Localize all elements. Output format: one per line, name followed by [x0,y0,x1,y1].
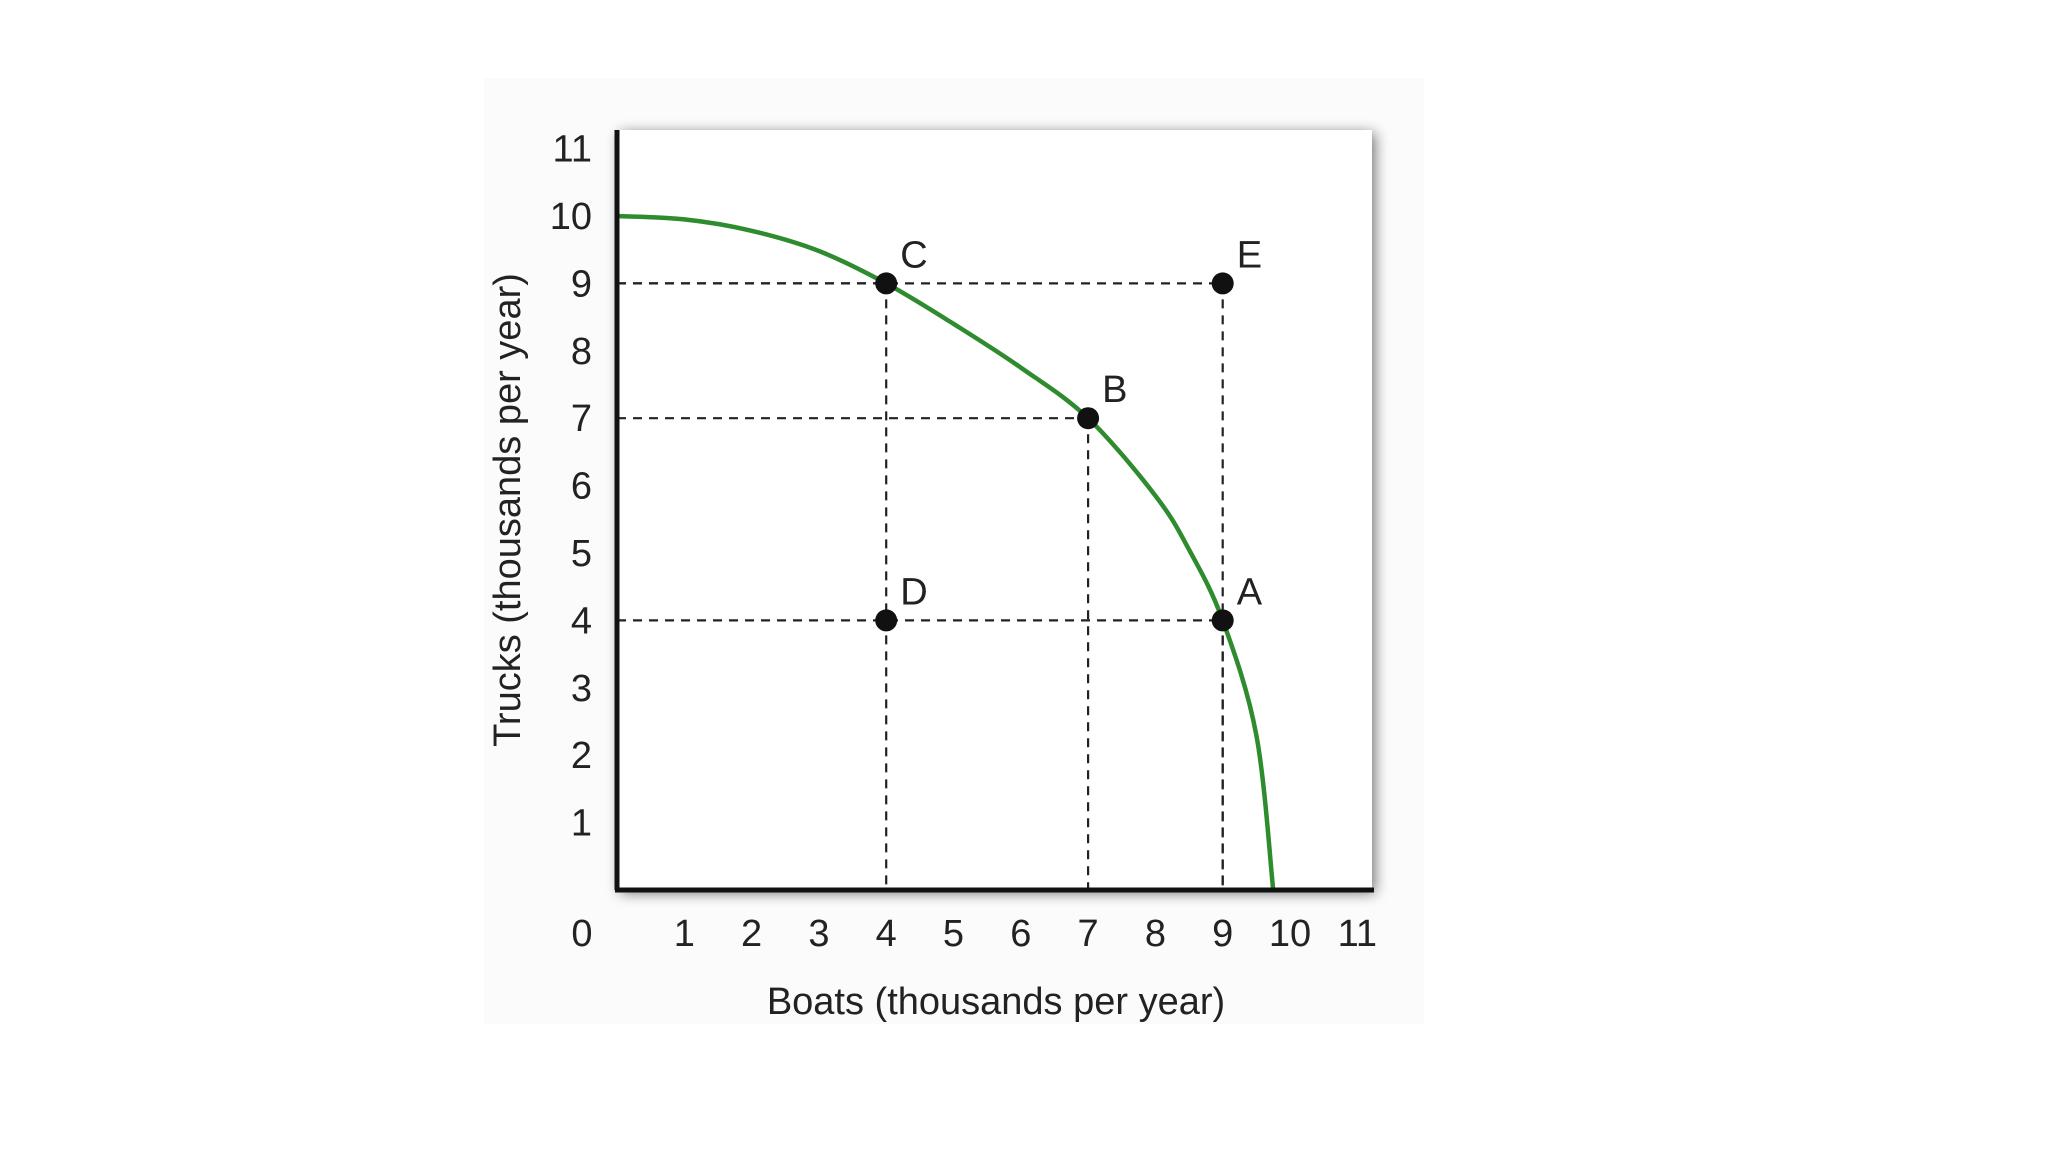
point-c [875,272,898,295]
y-axis-title: Trucks (thousands per year) [487,273,529,747]
point-e [1211,272,1234,295]
y-tick-label: 10 [550,196,592,238]
y-tick-label: 2 [571,735,592,777]
data-points: A B C D E [875,234,1263,632]
y-tick-label: 8 [571,331,592,373]
y-tick-label: 4 [571,600,592,642]
point-a-label: A [1237,571,1263,613]
origin-label: 0 [571,913,592,955]
y-tick-label: 11 [553,129,592,171]
point-d-label: D [900,571,927,613]
point-e-label: E [1237,234,1262,276]
point-c-label: C [900,234,927,276]
y-tick-label: 9 [571,263,592,305]
x-tick-label: 7 [1078,913,1099,955]
x-tick-label: 4 [876,913,897,955]
y-tick-label: 7 [571,398,592,440]
point-d [875,609,898,632]
x-tick-label: 1 [674,913,695,955]
x-tick-label: 10 [1269,913,1311,955]
point-b [1077,407,1100,430]
x-tick-label: 3 [808,913,829,955]
point-b-label: B [1102,369,1127,411]
x-tick-label: 8 [1145,913,1166,955]
y-tick-label: 6 [571,466,592,508]
y-tick-label: 3 [571,668,592,710]
x-tick-label: 11 [1338,913,1377,955]
x-tick-label: 5 [943,913,964,955]
plot-area [617,130,1372,890]
y-tick-label: 5 [571,533,592,575]
y-tick-label: 1 [571,803,592,845]
y-tick-labels: 1 2 3 4 5 6 7 8 9 10 11 [550,129,592,845]
x-tick-labels: 1 2 3 4 5 6 7 8 9 10 11 [674,913,1377,955]
x-axis-title: Boats (thousands per year) [767,981,1225,1023]
x-tick-label: 9 [1212,913,1233,955]
guide-lines [617,282,1224,890]
ppf-curve [614,213,1276,893]
point-a [1211,609,1234,632]
x-tick-label: 6 [1010,913,1031,955]
x-tick-label: 2 [741,913,762,955]
